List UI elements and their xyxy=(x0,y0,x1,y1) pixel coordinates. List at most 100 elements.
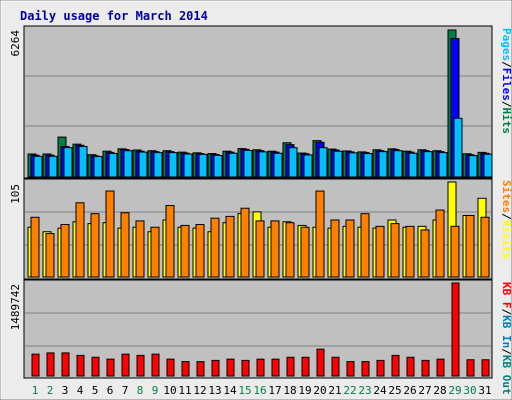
x-tick-label-24: 24 xyxy=(373,384,387,397)
kb-f-bar-6 xyxy=(106,358,115,377)
kb-f-bar-28 xyxy=(436,358,445,377)
x-tick-label-4: 4 xyxy=(77,384,84,397)
legend-visits: Visits xyxy=(500,220,512,260)
pages-bar-23 xyxy=(363,153,373,178)
x-tick-label-18: 18 xyxy=(283,384,296,397)
sites-bar-27 xyxy=(420,229,430,278)
legend-files: Files xyxy=(500,68,512,101)
kb-f-bar-26 xyxy=(406,356,415,377)
x-tick-label-31: 31 xyxy=(478,384,491,397)
chart-title: Daily usage for March 2014 xyxy=(20,9,208,23)
kb-f-bar-9 xyxy=(151,353,160,377)
pages-bar-29 xyxy=(453,117,463,178)
x-tick-label-5: 5 xyxy=(92,384,99,397)
x-tick-label-8: 8 xyxy=(137,384,144,397)
sites-bar-12 xyxy=(195,224,205,278)
kb-f-bar-8 xyxy=(136,354,145,377)
pages-bar-15 xyxy=(243,149,253,178)
pages-bar-18 xyxy=(288,147,298,178)
sites-bar-30 xyxy=(465,214,475,278)
pages-bar-6 xyxy=(108,153,118,178)
x-tick-label-7: 7 xyxy=(122,384,129,397)
hits-ymax-label: 6264 xyxy=(9,30,22,57)
kb-f-bar-20 xyxy=(316,348,325,377)
x-tick-label-15: 15 xyxy=(238,384,251,397)
kb-f-bar-12 xyxy=(196,361,205,377)
sites-bar-5 xyxy=(90,213,100,278)
x-tick-label-26: 26 xyxy=(403,384,416,397)
kb-f-bar-15 xyxy=(241,359,250,377)
x-tick-label-2: 2 xyxy=(47,384,54,397)
sites-bar-17 xyxy=(270,220,280,278)
kb-f-bar-13 xyxy=(211,359,220,377)
kb-f-bar-2 xyxy=(46,352,55,377)
kb-f-bar-16 xyxy=(256,358,265,377)
x-tick-label-10: 10 xyxy=(163,384,176,397)
sites-bar-22 xyxy=(345,219,355,278)
legend-kb-in: KB In xyxy=(500,315,512,348)
pages-bar-1 xyxy=(33,155,43,178)
sites-bar-1 xyxy=(30,216,40,278)
visits-legend: Sites/Visits xyxy=(500,180,512,260)
pages-bar-8 xyxy=(138,151,148,178)
kb-f-bar-24 xyxy=(376,359,385,377)
pages-bar-11 xyxy=(183,153,193,178)
kb-f-bar-25 xyxy=(391,354,400,377)
legend-pages: Pages xyxy=(500,28,512,61)
pages-bar-5 xyxy=(93,156,103,178)
sites-bar-10 xyxy=(165,205,175,278)
x-tick-label-13: 13 xyxy=(208,384,221,397)
x-tick-label-3: 3 xyxy=(62,384,69,397)
sites-bar-31 xyxy=(480,216,490,278)
x-tick-label-12: 12 xyxy=(193,384,206,397)
sites-bar-3 xyxy=(60,224,70,278)
pages-bar-13 xyxy=(213,154,223,178)
pages-bar-27 xyxy=(423,151,433,178)
kb-f-bar-23 xyxy=(361,361,370,377)
pages-bar-19 xyxy=(303,154,313,178)
sites-bar-7 xyxy=(120,212,130,278)
x-tick-label-19: 19 xyxy=(298,384,311,397)
hits-legend: Pages/Files/Hits xyxy=(500,28,512,134)
x-tick-label-17: 17 xyxy=(268,384,281,397)
pages-bar-16 xyxy=(258,151,268,178)
legend-hits: Hits xyxy=(500,108,512,135)
x-tick-label-20: 20 xyxy=(313,384,326,397)
legend-kb-f: KB F xyxy=(500,282,512,309)
kb-f-bar-11 xyxy=(181,361,190,377)
x-tick-label-25: 25 xyxy=(388,384,401,397)
visits-panel: 105 Sites/Visits xyxy=(9,178,512,280)
x-tick-label-1: 1 xyxy=(32,384,39,397)
x-tick-label-22: 22 xyxy=(343,384,356,397)
legend-sep-4: / xyxy=(500,309,512,316)
sites-bar-6 xyxy=(105,190,115,278)
x-tick-label-21: 21 xyxy=(328,384,341,397)
x-tick-label-14: 14 xyxy=(223,384,237,397)
pages-bar-31 xyxy=(483,153,493,178)
kb-f-bar-21 xyxy=(331,356,340,377)
pages-bar-12 xyxy=(198,153,208,178)
pages-bar-9 xyxy=(153,152,163,178)
pages-bar-30 xyxy=(468,155,478,178)
kbytes-legend: KB F/KB In/KB Out xyxy=(500,282,512,395)
kbytes-ymax-label: 1489742 xyxy=(9,284,22,330)
sites-bar-8 xyxy=(135,220,145,278)
kbytes-bars xyxy=(31,282,490,377)
pages-bar-22 xyxy=(348,152,358,178)
kbytes-panel: 1489742 KB F/KB In/KB Out xyxy=(9,279,512,395)
sites-bar-11 xyxy=(180,224,190,278)
sites-bar-21 xyxy=(330,219,340,278)
x-tick-label-30: 30 xyxy=(463,384,476,397)
legend-sep-1: / xyxy=(500,61,512,68)
kb-f-bar-31 xyxy=(481,359,490,377)
pages-bar-24 xyxy=(378,151,388,178)
sites-bar-28 xyxy=(435,209,445,278)
pages-bar-14 xyxy=(228,152,238,178)
pages-bar-17 xyxy=(273,152,283,178)
hits-bars xyxy=(27,29,493,178)
sites-bar-19 xyxy=(300,226,310,278)
pages-bar-26 xyxy=(408,152,418,178)
sites-bar-18 xyxy=(285,222,295,278)
sites-bar-25 xyxy=(390,223,400,278)
